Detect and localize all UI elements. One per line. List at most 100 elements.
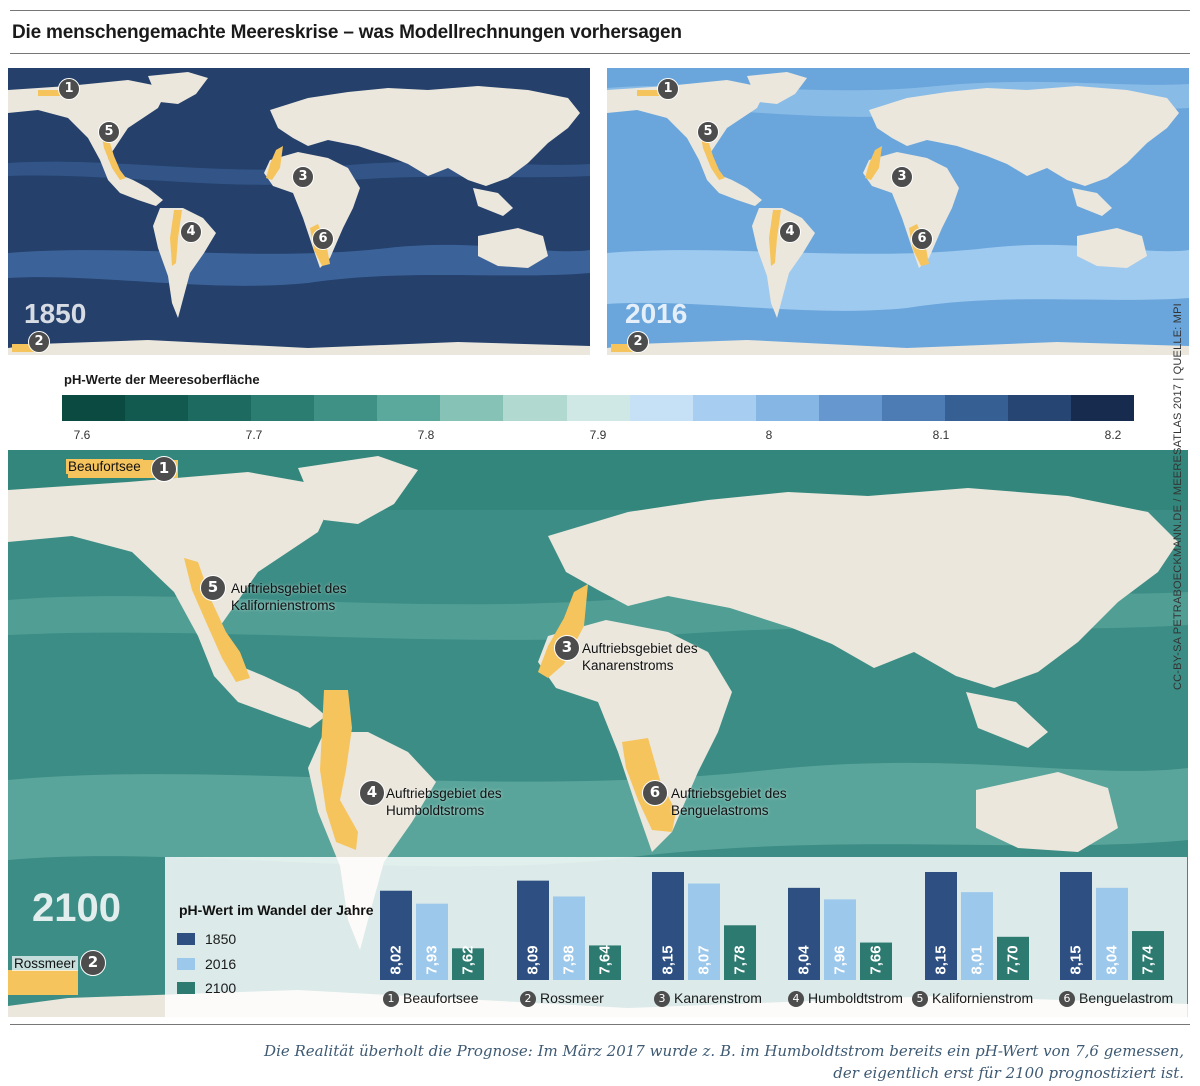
bar-1850-benguelastrom bbox=[1060, 872, 1092, 980]
bar-label: 7,64 bbox=[597, 945, 614, 975]
bar-2016-kanarenstrom bbox=[688, 883, 720, 980]
marker-5[interactable]: 5 bbox=[697, 121, 719, 143]
label-benguelastrom: Auftriebsgebiet des Benguelastroms bbox=[671, 786, 787, 818]
legend-tick: 7.7 bbox=[245, 428, 263, 442]
marker-1[interactable]: 1 bbox=[58, 78, 80, 100]
bar-label: 8,15 bbox=[660, 945, 677, 974]
label-rossmeer: Rossmeer bbox=[12, 956, 78, 971]
marker-6[interactable]: 6 bbox=[911, 228, 933, 250]
marker-2[interactable]: 2 bbox=[80, 950, 106, 976]
map-2016: 2016 1 2 3 4 5 6 bbox=[607, 68, 1189, 355]
scale-swatch bbox=[314, 395, 378, 421]
scale-swatch bbox=[629, 395, 693, 421]
year-2016: 2016 bbox=[625, 298, 688, 329]
caption-rule bbox=[10, 1024, 1190, 1025]
ph-color-scale bbox=[62, 395, 1135, 421]
map-1850: 1850 1 2 3 4 5 6 bbox=[8, 68, 590, 355]
bar-2100-rossmeer bbox=[589, 945, 621, 980]
year-1850: 1850 bbox=[24, 298, 87, 329]
scale-swatch bbox=[1007, 395, 1071, 421]
bar-label: 8,07 bbox=[696, 945, 713, 974]
label-kanarenstrom: Auftriebsgebiet des Kanarenstroms bbox=[582, 641, 698, 673]
marker-1[interactable]: 1 bbox=[151, 456, 177, 482]
bar-label: 7,74 bbox=[1140, 945, 1157, 975]
bar-label: 8,15 bbox=[933, 945, 950, 974]
bar-2100-beaufortsee bbox=[452, 948, 484, 980]
station-number: 3 bbox=[654, 991, 670, 1007]
scale-swatch bbox=[755, 395, 819, 421]
bar-label: 8,02 bbox=[388, 945, 405, 974]
marker-3[interactable]: 3 bbox=[554, 635, 580, 661]
swatch-1850 bbox=[177, 933, 195, 945]
marker-1[interactable]: 1 bbox=[657, 78, 679, 100]
legend-title: pH-Werte der Meeresoberfläche bbox=[64, 372, 260, 387]
marker-6[interactable]: 6 bbox=[312, 228, 334, 250]
marker-3[interactable]: 3 bbox=[292, 166, 314, 188]
bar-label: 8,04 bbox=[796, 945, 813, 975]
bar-label: 8,09 bbox=[525, 945, 542, 974]
scale-swatch bbox=[251, 395, 315, 421]
scale-swatch bbox=[188, 395, 252, 421]
marker-4[interactable]: 4 bbox=[180, 221, 202, 243]
station-name: Beaufortsee bbox=[403, 990, 479, 1006]
legend-tick: 7.6 bbox=[73, 428, 91, 442]
page-title: Die menschengemachte Meereskrise – was M… bbox=[12, 22, 682, 43]
bar-label: 7,66 bbox=[868, 945, 885, 974]
legend-tick: 8.2 bbox=[1104, 428, 1122, 442]
marker-3[interactable]: 3 bbox=[891, 166, 913, 188]
station-label: 3 Kanarenstrom bbox=[654, 990, 762, 1007]
scale-swatch bbox=[818, 395, 882, 421]
scale-swatch bbox=[1071, 395, 1135, 421]
top-rule bbox=[10, 10, 1190, 11]
bar-1850-kalifornienstrom bbox=[925, 872, 957, 980]
marker-2[interactable]: 2 bbox=[28, 331, 50, 353]
bar-label: 7,93 bbox=[424, 945, 441, 974]
marker-2[interactable]: 2 bbox=[627, 331, 649, 353]
label-kalifornienstrom: Auftriebsgebiet des Kalifornienstroms bbox=[231, 581, 347, 613]
station-label: 1 Beaufortsee bbox=[383, 990, 479, 1007]
scale-swatch bbox=[881, 395, 945, 421]
bar-label: 7,62 bbox=[460, 945, 477, 974]
chart-title: pH-Wert im Wandel der Jahre bbox=[179, 902, 374, 918]
station-name: Rossmeer bbox=[540, 990, 604, 1006]
bar-chart: 8,02 7,93 7,62 8,09 7,98 7,64 8,15 8,07 7,78 8,04… bbox=[380, 872, 1164, 980]
station-number: 2 bbox=[520, 991, 536, 1007]
scale-swatch bbox=[944, 395, 1008, 421]
legend-tick: 8 bbox=[765, 428, 773, 442]
station-label: 5 Kalifornienstrom bbox=[912, 990, 1033, 1007]
bar-2100-kalifornienstrom bbox=[997, 936, 1029, 980]
bar-label: 7,70 bbox=[1005, 945, 1022, 974]
swatch-2100 bbox=[177, 982, 195, 994]
map-2016-graphic bbox=[607, 68, 1189, 355]
bar-2016-rossmeer bbox=[553, 896, 585, 980]
scale-swatch bbox=[62, 395, 126, 421]
bar-1850-beaufortsee bbox=[380, 890, 412, 980]
station-label: 2 Rossmeer bbox=[520, 990, 604, 1007]
legend-tick: 8.1 bbox=[932, 428, 950, 442]
scale-swatch bbox=[125, 395, 189, 421]
scale-swatch bbox=[377, 395, 441, 421]
ph-chart-panel: pH-Wert im Wandel der Jahre 1850 2016 21… bbox=[165, 857, 1187, 1017]
bar-2100-humboldtstrom bbox=[860, 942, 892, 980]
bar-label: 8,04 bbox=[1104, 945, 1121, 975]
station-number: 4 bbox=[788, 991, 804, 1007]
map-1850-graphic bbox=[8, 68, 590, 355]
title-rule bbox=[10, 53, 1190, 54]
scale-swatch bbox=[503, 395, 567, 421]
marker-4[interactable]: 4 bbox=[359, 780, 385, 806]
marker-6[interactable]: 6 bbox=[642, 780, 668, 806]
bar-label: 7,98 bbox=[561, 945, 578, 974]
legend-tick: 7.9 bbox=[589, 428, 607, 442]
marker-5[interactable]: 5 bbox=[200, 575, 226, 601]
source-credit: CC-BY-SA PETRABOECKMANN.DE / MEERESATLAS… bbox=[1172, 303, 1184, 690]
bar-2016-beaufortsee bbox=[416, 903, 448, 980]
swatch-2016 bbox=[177, 958, 195, 970]
marker-5[interactable]: 5 bbox=[98, 121, 120, 143]
bar-label: 8,01 bbox=[969, 945, 986, 974]
legend-1850: 1850 bbox=[177, 931, 236, 947]
caption-line: Die Realität überholt die Prognose: Im M… bbox=[264, 1042, 1184, 1060]
legend-tick: 7.8 bbox=[417, 428, 435, 442]
bar-2016-humboldtstrom bbox=[824, 899, 856, 980]
marker-4[interactable]: 4 bbox=[779, 221, 801, 243]
legend-2100: 2100 bbox=[177, 980, 236, 996]
